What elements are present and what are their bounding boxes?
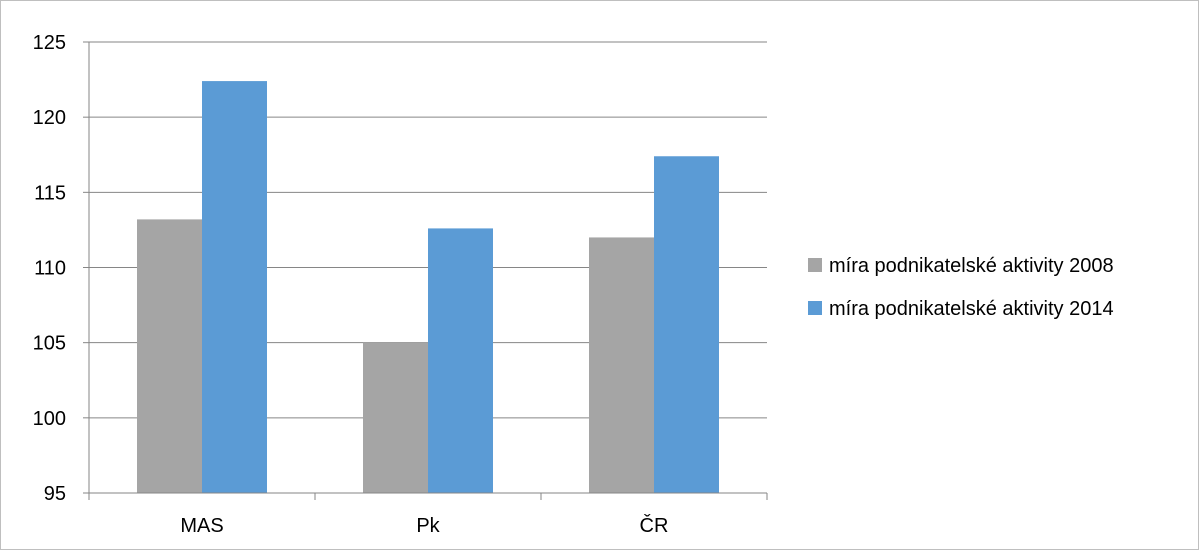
legend: míra podnikatelské aktivity 2008 míra pod… — [808, 255, 1114, 320]
y-tick-label: 100 — [33, 408, 66, 430]
x-tick-label: Pk — [416, 515, 440, 537]
bar-MAS-series-1 — [137, 219, 202, 494]
x-tick-label: ČR — [640, 514, 669, 537]
legend-label-1: míra podnikatelské aktivity 2008 — [829, 255, 1114, 277]
bar-Pk-series-2 — [428, 228, 493, 493]
y-tick-label: 115 — [34, 182, 66, 204]
y-tick-label: 95 — [44, 483, 66, 505]
y-tick-label: 125 — [33, 32, 66, 54]
axis-lines — [83, 41, 768, 500]
legend-swatch-2 — [808, 301, 822, 315]
y-tick-label: 105 — [33, 333, 66, 355]
bar-MAS-series-2 — [202, 81, 267, 493]
bar-ČR-series-2 — [654, 156, 719, 493]
y-axis-tick-labels: 95 100 105 110 115 120 125 — [33, 32, 66, 505]
x-axis-tick-labels: MAS Pk ČR — [180, 514, 668, 537]
y-tick-label: 110 — [34, 258, 66, 280]
bars — [137, 81, 719, 494]
bar-ČR-series-1 — [589, 237, 654, 493]
x-tick-label: MAS — [180, 515, 223, 537]
legend-label-2: míra podnikatelské aktivity 2014 — [829, 298, 1114, 320]
y-tick-label: 120 — [33, 107, 66, 129]
legend-swatch-1 — [808, 258, 822, 272]
bar-Pk-series-1 — [363, 342, 428, 493]
